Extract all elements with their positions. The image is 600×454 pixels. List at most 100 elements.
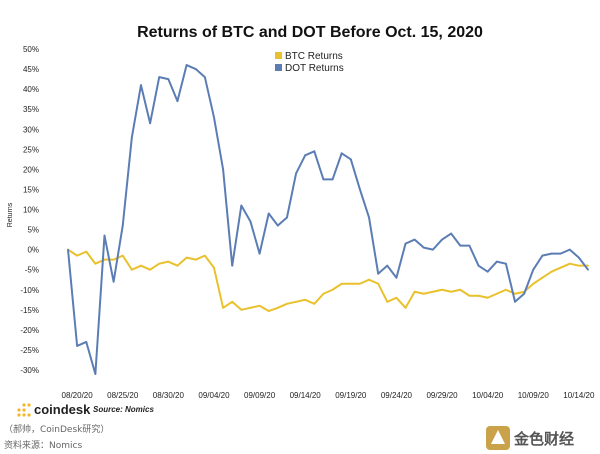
y-tick-label: 0%: [27, 246, 39, 255]
data-point: [532, 268, 535, 271]
data-point: [203, 76, 206, 78]
data-point: [304, 298, 307, 301]
legend-label-btc: BTC Returns: [285, 51, 343, 62]
data-point: [121, 254, 124, 257]
data-point: [349, 158, 352, 161]
watermark-logo: 金色财经: [486, 426, 574, 450]
data-point: [94, 262, 97, 265]
data-point: [295, 300, 297, 303]
data-point: [377, 282, 380, 285]
data-point: [559, 266, 562, 269]
data-point: [322, 178, 325, 181]
data-point: [304, 154, 307, 157]
data-point: [432, 290, 434, 293]
data-point: [486, 296, 489, 299]
data-point: [295, 172, 297, 175]
data-point: [495, 292, 498, 295]
data-point: [121, 224, 124, 227]
data-point: [167, 78, 170, 80]
data-point: [112, 258, 115, 261]
data-point: [267, 212, 270, 215]
data-point: [149, 268, 152, 271]
data-point: [331, 288, 334, 291]
data-point: [422, 246, 425, 249]
data-point: [504, 288, 507, 291]
data-point: [514, 300, 516, 303]
series-dot: [67, 64, 589, 376]
y-tick-label: 10%: [23, 206, 39, 215]
x-tick-label: 10/14/20: [563, 391, 595, 400]
x-tick-label: 08/20/20: [62, 391, 94, 400]
data-point: [249, 306, 252, 309]
data-point: [532, 282, 535, 285]
data-point: [422, 292, 425, 295]
data-point: [450, 232, 453, 235]
data-point: [577, 264, 580, 267]
legend-swatch-btc: [275, 52, 282, 59]
data-point: [359, 282, 361, 285]
data-point: [340, 152, 343, 155]
y-tick-label: 35%: [23, 105, 39, 114]
watermark-text: 金色财经: [513, 430, 574, 448]
data-point: [359, 188, 361, 191]
data-point: [395, 296, 398, 299]
data-point: [340, 282, 343, 285]
x-tick-label: 09/24/20: [381, 391, 413, 400]
data-point: [477, 294, 480, 297]
data-point: [249, 220, 252, 223]
data-point: [76, 254, 79, 257]
data-point: [550, 270, 553, 273]
data-point: [313, 302, 316, 305]
data-point: [240, 308, 243, 311]
data-point: [559, 252, 562, 255]
data-point: [441, 288, 443, 291]
data-point: [130, 136, 133, 139]
data-point: [85, 250, 88, 253]
x-tick-label: 09/04/20: [198, 391, 230, 400]
y-tick-label: 30%: [23, 125, 39, 134]
y-tick-label: -20%: [20, 326, 39, 335]
y-tick-label: 5%: [27, 226, 39, 235]
data-point: [404, 306, 407, 309]
data-point: [568, 248, 571, 251]
data-point: [67, 248, 69, 251]
data-point: [258, 252, 261, 255]
y-tick-label: -5%: [25, 266, 39, 275]
series-layer: [67, 64, 589, 376]
data-point: [486, 270, 489, 273]
data-point: [112, 280, 115, 283]
data-point: [514, 292, 516, 295]
chart-title: Returns of BTC and DOT Before Oct. 15, 2…: [137, 24, 483, 41]
coindesk-brand-name: coindesk: [34, 402, 91, 417]
y-tick-label: 20%: [23, 165, 39, 174]
x-tick-label: 09/14/20: [290, 391, 322, 400]
y-tick-label: -10%: [20, 286, 39, 295]
y-tick-label: -25%: [20, 346, 39, 355]
data-point: [203, 254, 206, 257]
watermark-icon: [486, 426, 510, 450]
data-point: [286, 216, 288, 219]
data-point: [459, 244, 462, 247]
data-point: [504, 262, 507, 265]
data-point: [231, 300, 234, 303]
data-point: [523, 292, 526, 295]
data-point: [550, 252, 553, 255]
credit-line-2: 资料来源：Nomics: [4, 439, 82, 451]
data-point: [286, 302, 288, 305]
data-point: [140, 264, 142, 267]
data-point: [222, 306, 224, 309]
source-note: Source: Nomics: [93, 405, 154, 414]
x-tick-label: 09/09/20: [244, 391, 276, 400]
data-point: [587, 264, 589, 267]
data-point: [432, 248, 434, 251]
data-point: [395, 276, 398, 279]
data-point: [349, 282, 352, 285]
data-point: [313, 150, 316, 153]
data-point: [258, 304, 261, 307]
data-point: [276, 224, 279, 227]
y-tick-label: -30%: [20, 366, 39, 375]
series-line: [67, 64, 589, 376]
data-point: [413, 238, 416, 241]
x-tick-label: 08/30/20: [153, 391, 185, 400]
data-point: [213, 266, 215, 269]
